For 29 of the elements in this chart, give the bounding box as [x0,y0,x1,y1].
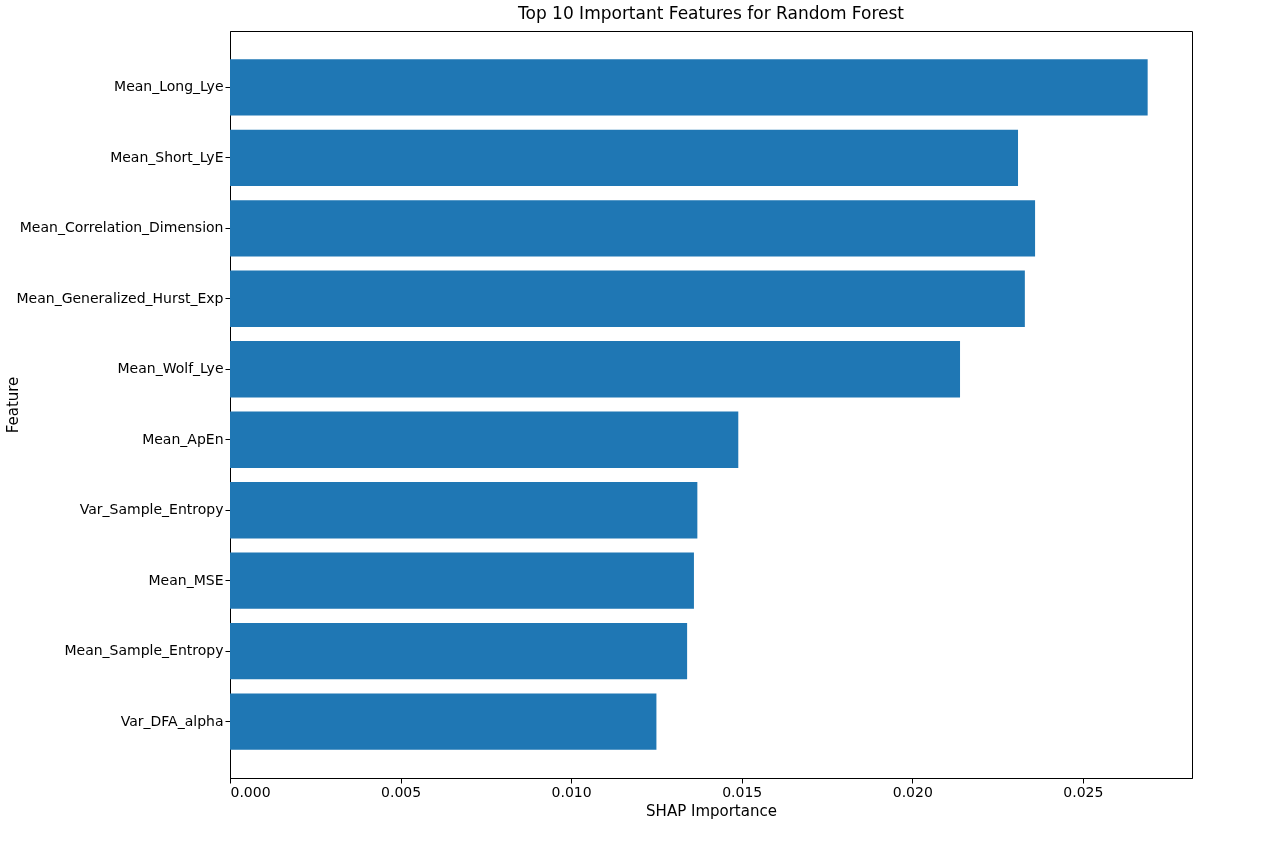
y-tick-label: Var_DFA_alpha [120,712,224,729]
x-tick-label: 0.025 [1063,783,1104,800]
bar [230,693,657,750]
y-tick-label: Mean_Correlation_Dimension [19,219,224,236]
x-tick-label: 0.005 [381,783,422,800]
y-tick-label: Mean_Short_LyE [110,148,224,165]
y-tick-label: Mean_Wolf_Lye [117,360,224,377]
x-axis-title: SHAP Importance [646,801,777,820]
y-tick-label: Mean_Long_Lye [114,78,224,95]
x-tick-label: 0.010 [551,783,592,800]
bar [230,622,688,680]
y-tick-label: Var_Sample_Entropy [79,501,224,518]
y-tick-label: Mean_Generalized_Hurst_Exp [16,289,224,306]
x-tick-label: 0.000 [230,783,271,800]
y-tick-label: Mean_Sample_Entropy [64,642,224,659]
y-axis-title: Feature [3,376,22,434]
x-tick-label: 0.015 [722,783,763,800]
bar [230,552,694,609]
bar [230,411,739,468]
y-tick-label: Mean_MSE [148,571,224,588]
bar [230,482,698,539]
bar [230,59,1148,116]
chart-title: Top 10 Important Features for Random Forest [516,3,905,23]
bar [230,129,1019,187]
x-tick-label: 0.020 [892,783,933,800]
bar [230,341,961,398]
y-tick-label: Mean_ApEn [142,430,224,447]
bar [230,200,1036,257]
bar [230,270,1025,327]
